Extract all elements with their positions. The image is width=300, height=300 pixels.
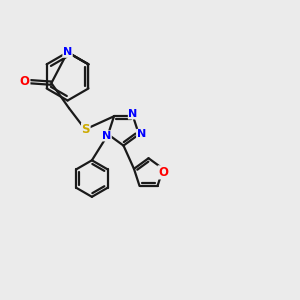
Text: O: O bbox=[158, 166, 168, 179]
Text: S: S bbox=[82, 123, 90, 136]
Text: O: O bbox=[20, 75, 30, 88]
Text: N: N bbox=[63, 47, 72, 57]
Text: N: N bbox=[102, 131, 111, 141]
Text: N: N bbox=[136, 129, 146, 140]
Text: N: N bbox=[128, 109, 138, 119]
